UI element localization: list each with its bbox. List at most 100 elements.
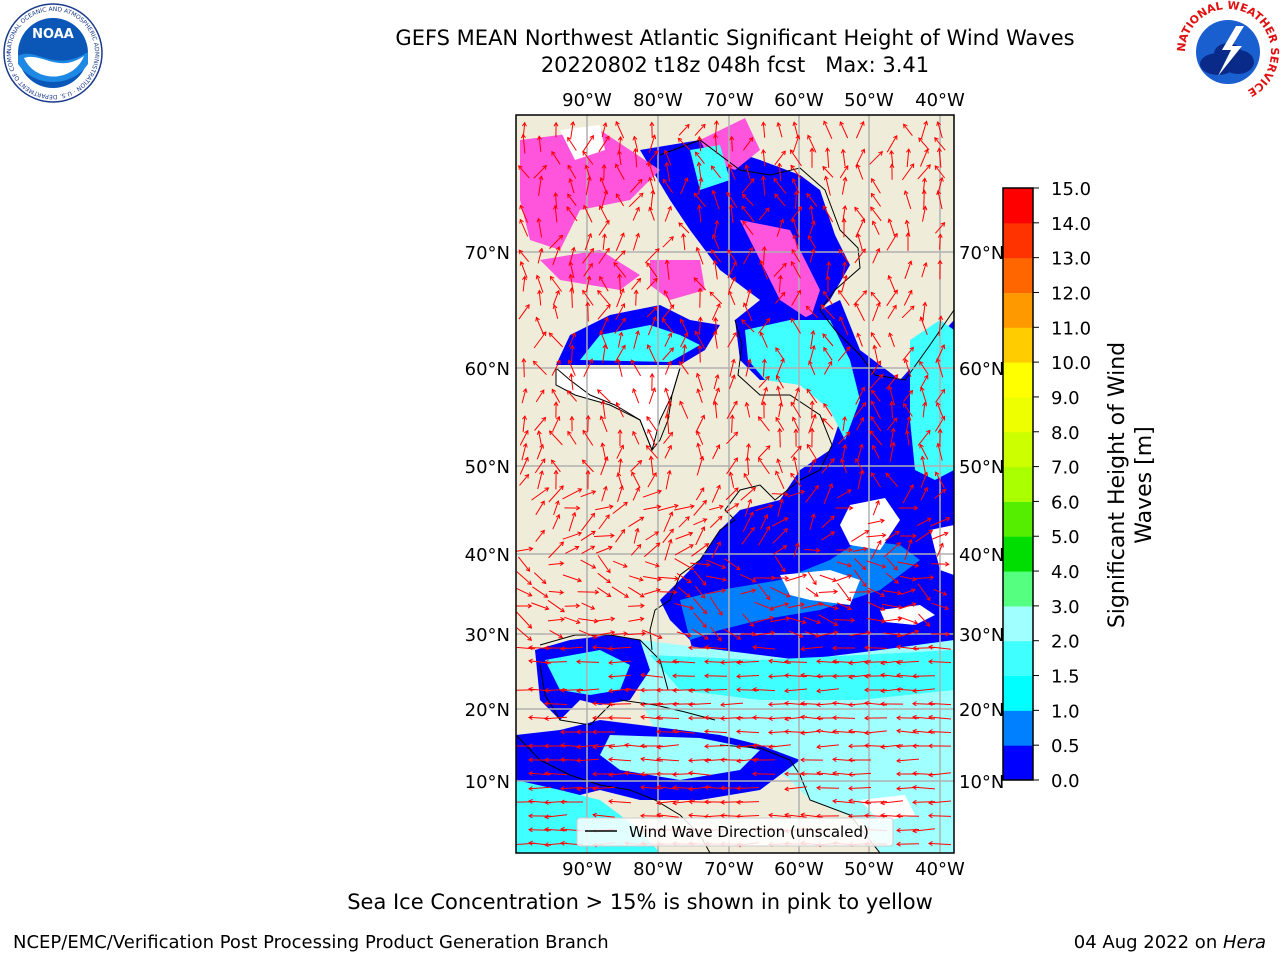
wave-direction-arrowhead (553, 121, 559, 127)
wave-direction-arrow (693, 192, 707, 208)
wave-direction-arrowhead (880, 688, 885, 694)
wave-direction-arrowhead (822, 417, 827, 423)
wave-direction-arrowhead (896, 687, 901, 693)
wave-direction-arrowhead (928, 743, 933, 749)
wave-direction-arrow (726, 192, 738, 208)
wave-direction-arrow (696, 431, 704, 445)
wave-direction-arrow (836, 574, 852, 582)
wave-direction-arrowhead (696, 161, 702, 167)
wave-direction-arrowhead (846, 596, 852, 602)
wave-direction-arrowhead (559, 589, 565, 595)
wave-direction-arrowhead (848, 674, 853, 680)
wave-direction-arrowhead (591, 530, 596, 536)
wave-direction-arrow (839, 165, 849, 179)
wave-direction-arrowhead (639, 616, 645, 622)
wave-direction-arrowhead (700, 526, 706, 532)
wave-direction-arrow (704, 730, 728, 734)
wave-direction-arrowhead (661, 317, 667, 323)
wave-direction-arrow (871, 400, 881, 420)
wave-direction-arrowhead (780, 357, 785, 363)
wave-direction-arrow (601, 122, 607, 138)
wave-direction-arrowhead (928, 841, 933, 847)
wave-direction-arrowhead (566, 206, 571, 212)
wave-direction-arrowhead (923, 120, 929, 126)
wave-direction-arrowhead (527, 636, 533, 641)
wave-direction-arrow (536, 275, 544, 293)
wave-direction-arrow (585, 176, 591, 196)
wave-direction-arrow (821, 515, 835, 529)
wave-direction-arrowhead (828, 482, 834, 488)
footer-host: Hera (1222, 932, 1266, 953)
wave-direction-arrow (649, 207, 655, 221)
wave-direction-arrowhead (637, 178, 643, 184)
wave-direction-arrowhead (649, 372, 655, 378)
wave-direction-arrowhead (647, 428, 652, 434)
wave-direction-arrowhead (861, 402, 867, 407)
wave-direction-arrowhead (822, 333, 827, 338)
wave-direction-arrowhead (792, 456, 798, 461)
colorbar (1002, 187, 1034, 781)
wave-direction-arrowhead (669, 528, 674, 534)
wave-direction-arrowhead (871, 177, 876, 183)
wave-direction-arrowhead (538, 175, 544, 181)
wave-direction-arrow (778, 402, 782, 418)
wave-direction-arrowhead (864, 530, 870, 535)
wave-direction-arrowhead (527, 603, 533, 609)
wave-direction-arrow (905, 416, 911, 432)
wave-direction-arrowhead (800, 812, 805, 818)
wave-direction-arrow (529, 660, 551, 664)
wave-direction-arrowhead (880, 701, 885, 707)
wave-direction-arrowhead (640, 714, 645, 720)
wave-direction-arrow (848, 787, 872, 789)
wave-direction-arrowhead (878, 151, 883, 156)
wave-direction-arrowhead (656, 744, 661, 750)
wave-direction-arrow (648, 162, 656, 182)
wave-direction-arrow (854, 248, 866, 264)
wave-direction-arrow (742, 220, 754, 236)
wave-direction-arrowhead (909, 305, 915, 311)
lat-label: 10°N (959, 772, 1004, 793)
wave-direction-arrow (581, 545, 595, 555)
wave-direction-arrowhead (688, 812, 693, 818)
wave-direction-arrow (581, 602, 595, 610)
wave-direction-arrowhead (840, 148, 846, 154)
wave-direction-arrowhead (590, 605, 596, 610)
wave-direction-arrow (917, 430, 931, 446)
wave-direction-arrowhead (544, 487, 550, 492)
wave-direction-arrowhead (696, 388, 702, 394)
wave-direction-arrowhead (736, 799, 741, 805)
wave-direction-arrowhead (556, 359, 561, 365)
wave-direction-arrowhead (848, 660, 853, 666)
wave-direction-arrow (516, 548, 533, 552)
wave-direction-arrow (731, 136, 733, 152)
wave-direction-arrowhead (838, 289, 843, 295)
wave-direction-arrow (791, 249, 801, 263)
wave-direction-arrow (855, 458, 865, 474)
wave-direction-arrowhead (682, 343, 688, 349)
wave-direction-arrow (836, 489, 852, 499)
colorbar-ticks: 0.00.51.01.52.03.04.05.06.07.08.09.010.0… (1033, 179, 1091, 792)
wave-direction-arrowhead (893, 232, 898, 238)
wave-direction-arrowhead (826, 261, 832, 266)
wave-direction-arrow (726, 401, 738, 419)
wave-direction-arrow (886, 135, 898, 153)
wave-direction-arrowhead (728, 290, 733, 296)
wave-direction-arrowhead (577, 577, 583, 583)
wave-direction-arrowhead (894, 530, 900, 536)
wave-direction-arrow (762, 149, 766, 167)
wave-direction-arrow (645, 531, 659, 541)
wave-direction-arrowhead (889, 400, 895, 406)
wave-direction-arrowhead (713, 120, 719, 125)
wave-direction-arrowhead (858, 443, 864, 449)
wave-direction-arrow (712, 444, 720, 460)
wave-direction-arrowhead (741, 319, 746, 324)
wave-direction-arrow (531, 602, 549, 610)
wave-direction-arrow (632, 207, 640, 221)
wave-direction-arrowhead (801, 619, 807, 625)
wave-direction-arrowhead (784, 575, 790, 581)
wave-direction-arrowhead (720, 715, 725, 721)
wave-direction-arrowhead (833, 621, 839, 626)
wave-direction-arrow (615, 193, 625, 207)
wave-direction-arrow (695, 526, 705, 546)
wave-direction-arrowhead (729, 135, 735, 141)
